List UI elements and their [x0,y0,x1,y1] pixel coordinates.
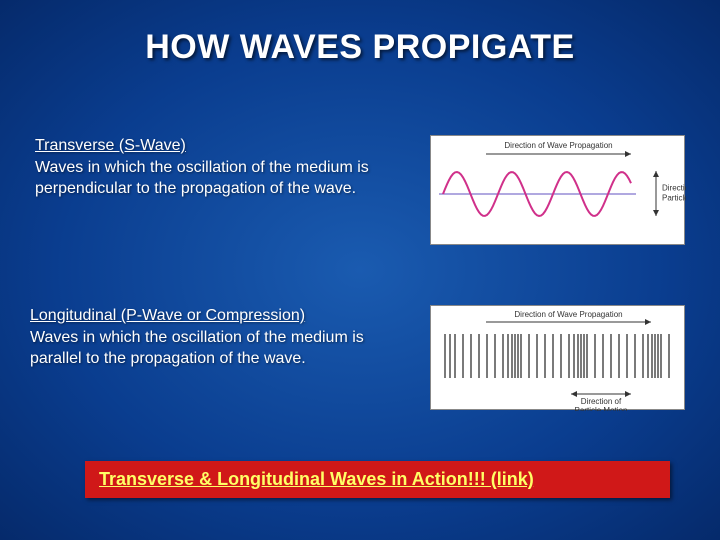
longitudinal-body: Waves in which the oscillation of the me… [30,329,364,368]
svg-text:Particle Motion: Particle Motion [662,194,686,203]
section-transverse: Transverse (S-Wave) Waves in which the o… [35,135,685,245]
longitudinal-diagram: Direction of Wave Propagation Direction o… [430,305,685,410]
transverse-text: Transverse (S-Wave) Waves in which the o… [35,135,415,200]
svg-text:Particle Motion: Particle Motion [575,406,628,411]
svg-text:Direction of Wave Propagation: Direction of Wave Propagation [514,310,622,319]
longitudinal-text: Longitudinal (P-Wave or Compression) Wav… [30,305,415,370]
transverse-heading: Transverse (S-Wave) [35,137,186,154]
svg-text:Direction of: Direction of [662,184,686,193]
transverse-diagram: Direction of Wave Propagation Direction o… [430,135,685,245]
slide-title: HOW WAVES PROPIGATE [0,0,720,67]
action-link[interactable]: Transverse & Longitudinal Waves in Actio… [85,461,670,498]
svg-text:Direction of Wave Propagation: Direction of Wave Propagation [504,141,612,150]
section-longitudinal: Longitudinal (P-Wave or Compression) Wav… [30,305,685,410]
longitudinal-heading: Longitudinal (P-Wave or Compression) [30,307,305,324]
transverse-body: Waves in which the oscillation of the me… [35,159,369,198]
svg-text:Direction of: Direction of [581,397,622,406]
